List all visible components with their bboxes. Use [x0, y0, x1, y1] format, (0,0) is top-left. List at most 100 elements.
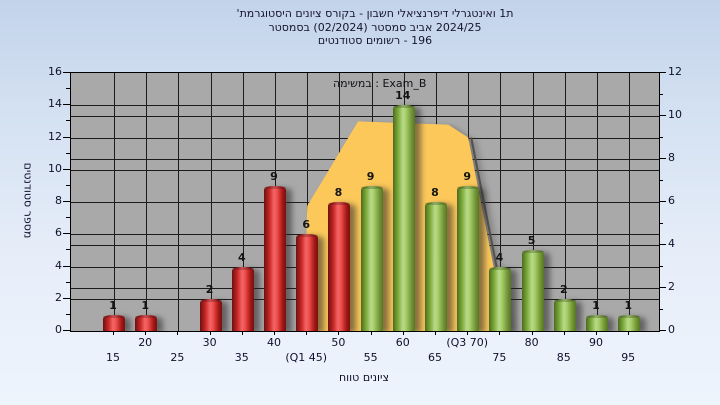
bar — [135, 314, 158, 331]
bar-value-label: 14 — [395, 89, 411, 103]
bar-value-label: 8 — [431, 186, 439, 199]
x-tick — [145, 331, 147, 335]
x-tick — [306, 331, 308, 335]
y-right-major-tick — [659, 72, 666, 73]
y-right-tick-label: 0 — [668, 323, 675, 336]
bar — [457, 185, 480, 331]
plot-area — [70, 72, 660, 332]
y-left-major-tick — [63, 297, 70, 299]
x-tick-label: 85 — [556, 351, 571, 364]
bar-value-label: 8 — [334, 186, 343, 199]
x-tick — [531, 331, 533, 335]
x-tick-label: 90 — [589, 336, 603, 349]
x-tick-label: 80 — [524, 336, 539, 349]
bar-value-label: 9 — [463, 169, 472, 183]
bar — [360, 185, 383, 331]
grid-line-left-axis — [71, 105, 659, 107]
bar-value-label: 2 — [205, 282, 214, 296]
bar — [553, 298, 576, 331]
grid-line-right-axis — [71, 116, 659, 117]
x-tick-label: 95 — [621, 351, 636, 364]
y-right-minor-tick — [659, 93, 663, 95]
chart-title: 'היסטוגרמת‎ ‎ציונים‎ ‎בקורס‎ ‎-‎ ‎חשבון‎… — [30, 7, 720, 48]
y-left-tick-label: 2 — [55, 290, 62, 304]
y-left-major-tick — [63, 104, 70, 106]
chart-title-line3: סטודנטים‎ ‎רשומים‎ ‎-‎ ‎196 — [317, 34, 433, 47]
legend-label: במשימה‎ ‎:‎ ‎Exam_B — [333, 77, 427, 90]
y-right-major-tick — [659, 115, 666, 116]
y-left-minor-tick — [66, 152, 70, 154]
bar-value-label: 2 — [559, 282, 568, 296]
y-right-tick-label: 10 — [668, 108, 682, 121]
x-tick-label: 65 — [428, 351, 442, 364]
x-tick-label: 30 — [202, 336, 217, 349]
x-tick — [435, 331, 436, 335]
x-tick-label: 50 — [331, 336, 346, 349]
y-left-minor-tick — [66, 281, 70, 283]
x-tick-label: 15 — [106, 351, 120, 364]
x-tick — [499, 331, 501, 335]
y-left-minor-tick — [66, 313, 70, 315]
y-left-minor-tick — [66, 184, 70, 186]
y-right-minor-tick — [659, 265, 663, 267]
chart-title-line1: 'היסטוגרמת‎ ‎ציונים‎ ‎בקורס‎ ‎-‎ ‎חשבון‎… — [236, 7, 514, 20]
y-left-tick-label: 0 — [55, 323, 62, 336]
y-left-major-tick — [63, 330, 70, 331]
y-right-minor-tick — [659, 222, 663, 224]
bar — [199, 298, 222, 331]
y-left-major-tick — [63, 201, 70, 202]
bar-value-label: 1 — [624, 298, 633, 312]
bar-value-label: 4 — [237, 250, 246, 264]
y-right-major-tick — [659, 201, 666, 202]
x-tick-label: 60 — [395, 336, 410, 349]
bar-value-label: 1 — [592, 298, 600, 312]
x-tick — [370, 331, 372, 335]
bar — [489, 266, 512, 331]
bar-value-label: 1 — [109, 298, 117, 312]
bar-value-label: 9 — [270, 169, 278, 183]
x-tick-label: 55 — [363, 351, 378, 364]
bar — [618, 314, 641, 331]
y-left-tick-label: 16 — [48, 65, 62, 78]
x-tick — [113, 331, 114, 335]
y-left-minor-tick — [66, 217, 70, 219]
bar-value-label: 4 — [495, 250, 504, 264]
y-right-minor-tick — [659, 179, 663, 181]
y-right-major-tick — [659, 158, 666, 159]
x-tick-label: (Q1 45) — [285, 351, 328, 364]
x-tick — [274, 331, 275, 335]
x-tick-label: 75 — [492, 351, 507, 364]
y-right-tick-label: 8 — [668, 151, 675, 164]
bar-value-label: 1 — [141, 298, 150, 312]
bar — [231, 266, 254, 331]
y-right-tick-label: 6 — [668, 194, 675, 207]
y-left-tick-label: 10 — [48, 161, 62, 175]
bar-value-label: 5 — [527, 234, 536, 248]
x-tick-label: (Q3 70) — [446, 336, 489, 349]
x-tick — [402, 331, 404, 335]
y-right-major-tick — [659, 287, 666, 288]
y-left-minor-tick — [66, 249, 70, 251]
y-right-tick-label: 2 — [668, 280, 675, 293]
y-left-major-tick — [63, 265, 70, 267]
y-left-major-tick — [63, 72, 70, 73]
bar — [328, 202, 351, 331]
x-tick — [596, 331, 597, 335]
y-right-tick-label: 4 — [668, 237, 675, 250]
y-left-major-tick — [63, 168, 70, 170]
bar — [425, 202, 447, 331]
x-tick — [338, 331, 340, 335]
bar — [521, 250, 544, 331]
x-tick — [467, 331, 469, 335]
x-tick — [241, 331, 243, 335]
x-tick — [209, 331, 211, 335]
y-right-major-tick — [659, 330, 666, 331]
y-right-major-tick — [659, 244, 666, 245]
y-right-minor-tick — [659, 136, 663, 138]
x-tick-label: 35 — [234, 351, 249, 364]
x-tick — [563, 331, 565, 335]
x-tick — [628, 331, 630, 335]
bar — [264, 185, 286, 331]
y-left-tick-label: 14 — [48, 97, 62, 111]
